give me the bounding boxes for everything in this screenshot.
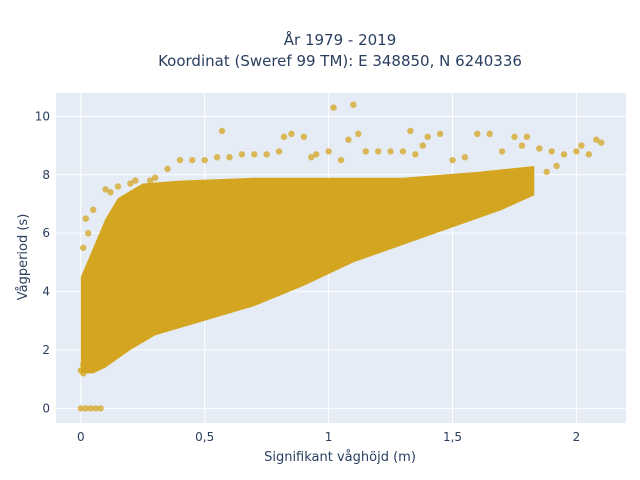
data-point: [536, 145, 543, 152]
data-point: [80, 370, 87, 377]
data-point: [80, 361, 87, 368]
data-point: [114, 183, 122, 190]
data-point: [362, 148, 369, 155]
tick-labels: 0 0,5 1 1,5 2 0 2 4 6 8 10: [35, 109, 581, 444]
y-tick-label: 8: [42, 168, 50, 182]
data-point: [424, 133, 431, 141]
y-tick-label: 10: [35, 109, 50, 123]
data-point: [82, 405, 89, 412]
data-point: [560, 151, 568, 158]
data-point: [308, 154, 315, 161]
data-point: [97, 405, 104, 412]
data-point: [412, 151, 419, 158]
data-point: [436, 130, 444, 138]
data-point: [164, 165, 171, 173]
data-point: [218, 127, 226, 135]
data-point: [201, 156, 208, 164]
dense-point-cloud: [80, 166, 535, 374]
data-point: [474, 130, 481, 138]
x-tick-label: 0: [77, 430, 85, 444]
x-tick-label: 1,5: [443, 430, 462, 444]
data-point: [585, 151, 593, 158]
data-point: [593, 136, 600, 143]
data-point: [523, 133, 531, 141]
data-point: [387, 148, 394, 155]
data-point: [251, 151, 258, 158]
data-point: [313, 151, 320, 158]
x-tick-label: 2: [573, 430, 581, 444]
y-tick-label: 6: [42, 226, 50, 240]
data-point: [87, 405, 94, 412]
data-point: [518, 142, 526, 149]
chart-title-line-2: Koordinat (Sweref 99 TM): E 348850, N 62…: [158, 52, 522, 70]
data-point: [498, 148, 506, 155]
data-point: [146, 177, 154, 184]
data-point: [102, 186, 109, 193]
data-point: [419, 142, 426, 149]
data-point: [345, 136, 352, 143]
data-point: [89, 206, 97, 214]
data-point: [300, 133, 308, 141]
data-point: [176, 156, 184, 164]
data-point: [275, 148, 283, 155]
data-point: [355, 130, 362, 138]
data-point: [92, 405, 99, 412]
data-point: [263, 151, 270, 158]
data-point: [399, 148, 407, 155]
data-point: [374, 148, 382, 155]
y-tick-label: 4: [42, 285, 50, 299]
data-point: [330, 104, 337, 111]
data-point: [407, 127, 414, 135]
data-point: [132, 177, 139, 184]
data-point: [543, 168, 550, 176]
data-points: [77, 101, 605, 412]
data-point: [226, 154, 233, 161]
y-axis-label: Vågperiod (s): [16, 214, 31, 301]
data-point: [127, 180, 134, 187]
data-point: [486, 130, 493, 138]
data-point: [82, 215, 89, 222]
data-point: [461, 154, 469, 161]
data-point: [553, 162, 560, 170]
data-point: [280, 133, 288, 141]
data-point: [511, 133, 518, 141]
data-point: [213, 154, 221, 161]
data-point: [288, 130, 295, 138]
data-point: [548, 148, 555, 155]
data-point: [80, 244, 87, 251]
data-point: [325, 148, 332, 155]
chart-title-line-1: År 1979 - 2019: [284, 30, 397, 49]
y-tick-label: 2: [42, 343, 50, 357]
data-point: [85, 229, 92, 237]
x-axis-label: Signifikant våghöjd (m): [264, 450, 416, 465]
x-tick-label: 0,5: [195, 430, 214, 444]
data-point: [598, 139, 605, 146]
data-point: [189, 156, 196, 164]
data-point: [107, 189, 114, 196]
data-point: [573, 148, 580, 155]
data-point: [578, 142, 585, 149]
data-point: [449, 156, 456, 164]
x-tick-label: 1: [325, 430, 333, 444]
data-point: [238, 151, 246, 158]
data-point: [151, 174, 159, 181]
data-point: [337, 156, 345, 164]
data-point: [77, 405, 84, 412]
y-tick-label: 0: [42, 401, 50, 415]
data-point: [350, 101, 357, 108]
